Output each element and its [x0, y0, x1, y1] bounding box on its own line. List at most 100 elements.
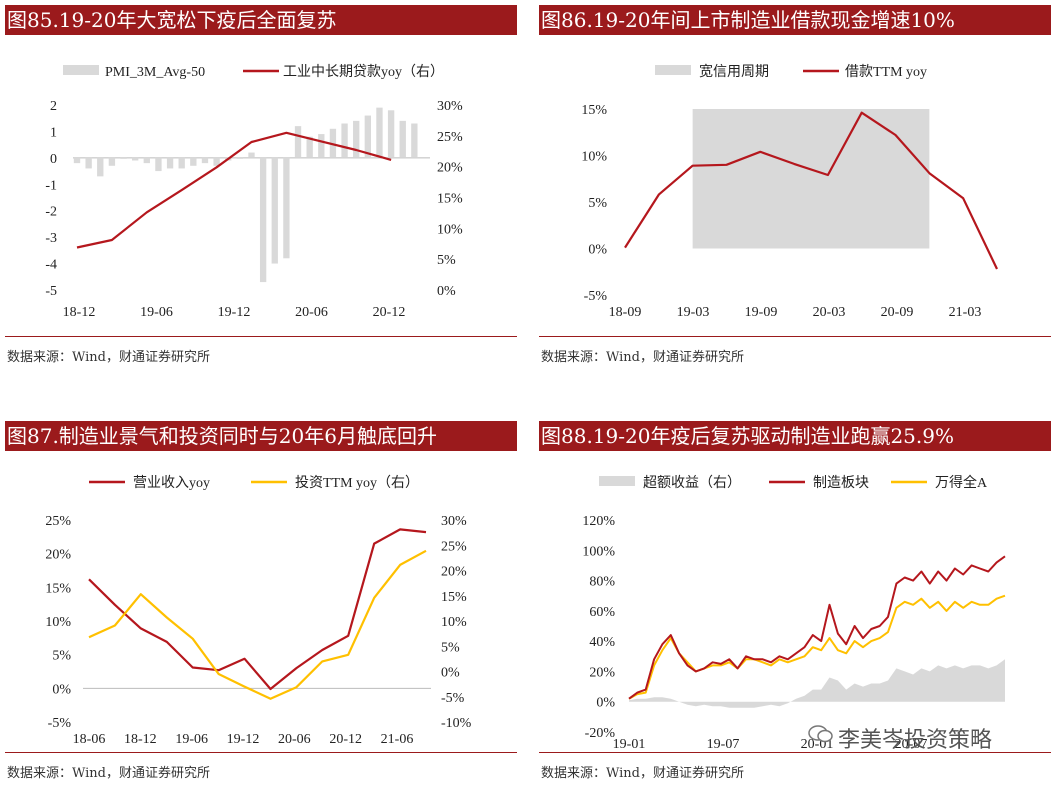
divider: [5, 752, 517, 753]
y-right-tick-label: 0%: [437, 284, 456, 299]
legend-label: 万得全A: [935, 474, 988, 491]
divider: [539, 336, 1051, 337]
y-left-tick-label: -5%: [48, 716, 72, 731]
y-right-tick-label: 0%: [441, 666, 460, 681]
chart-fig88: 超额收益（右） 制造板块 万得全A 120% 100% 80% 60% 40% 20% 0% -20…: [582, 474, 1006, 751]
chart-fig87: 营业收入yoy 投资TTM yoy（右） 25% 20% 15% 10% 5% 0% -5% 30…: [45, 475, 472, 747]
y-right-tick-label: 10%: [437, 222, 463, 237]
series-line: [88, 528, 427, 691]
y-tick-label: 0%: [596, 696, 615, 711]
x-tick-label: 20-07: [895, 737, 928, 751]
x-tick-label: 18-06: [73, 732, 106, 747]
source-note: 数据来源：Wind，财通证券研究所: [7, 766, 210, 781]
y-right-tick-label: -10%: [441, 716, 472, 731]
bar: [131, 157, 139, 161]
chart-fig86: 宽信用周期 借款TTM yoy 15% 10% 5% 0% -5%18-09 19-03 19-…: [581, 63, 998, 320]
x-tick-label: 20-12: [373, 305, 406, 320]
shade-credit-cycle: [692, 109, 930, 249]
y-tick-label: 10%: [581, 150, 607, 165]
y-right-tick-label: 30%: [441, 514, 467, 529]
y-right-tick-label: 15%: [441, 590, 467, 605]
x-tick-label: 19-06: [140, 305, 173, 320]
source-note: 数据来源：Wind，财通证券研究所: [7, 350, 210, 365]
bar: [166, 157, 174, 169]
source-note: 数据来源：Wind，财通证券研究所: [541, 766, 744, 781]
y-right-tick-label: 5%: [441, 640, 460, 655]
x-tick-label: 21-03: [949, 305, 982, 320]
y-tick-label: 80%: [589, 575, 615, 590]
bar: [213, 157, 220, 166]
x-tick-label: 20-03: [813, 305, 846, 320]
y-tick-label: 20%: [589, 665, 615, 680]
wechat-icon: [808, 725, 833, 743]
panel-fig88: 图88.19-20年疫后复苏驱动制造业跑赢25.9% 超额收益（右） 制造板块 万得…: [539, 421, 1051, 793]
legend-label: 借款TTM yoy: [845, 64, 927, 80]
y-tick-label: 60%: [589, 605, 615, 620]
y-right-tick-label: -5%: [441, 691, 465, 706]
y-tick-label: 40%: [589, 635, 615, 650]
bar: [108, 157, 116, 166]
x-tick-label: 20-06: [278, 732, 311, 747]
x-tick-label: 19-03: [677, 305, 710, 320]
panel-fig86: 图86.19-20年间上市制造业借款现金增速10% 宽信用周期 借款TTM yoy…: [539, 5, 1051, 377]
x-tick-label: 19-12: [218, 305, 251, 320]
series-line-borrowing: [624, 111, 998, 270]
source-note: 数据来源：Wind，财通证券研究所: [541, 350, 744, 365]
panel-title: 图87.制造业景气和投资同时与20年6月触底回升: [5, 421, 517, 451]
y-right-tick-label: 30%: [437, 99, 463, 114]
y-left-tick-label: -2: [45, 205, 57, 220]
series-line-wind-all-a: [628, 594, 1006, 700]
legend-label: PMI_3M_Avg-50: [105, 65, 205, 80]
x-tick-label: 20-06: [295, 305, 328, 320]
bar: [85, 157, 92, 169]
series-line-manufacturing: [628, 555, 1006, 700]
y-right-tick-label: 20%: [437, 161, 463, 176]
bar: [190, 157, 197, 166]
y-tick-label: 0%: [588, 243, 607, 258]
y-left-tick-label: -4: [45, 258, 57, 273]
y-tick-label: 15%: [581, 103, 607, 118]
bar: [411, 123, 418, 158]
legend-label: 制造板块: [813, 475, 869, 491]
y-left-tick-label: 10%: [45, 615, 71, 630]
x-tick-label: 20-12: [329, 732, 362, 747]
legend-swatch-shade: [655, 65, 691, 75]
legend-swatch-bar: [63, 65, 99, 75]
divider: [539, 752, 1051, 753]
y-left-tick-label: 5%: [52, 649, 71, 664]
y-right-tick-label: 25%: [437, 130, 463, 145]
bar: [364, 115, 372, 158]
x-tick-label: 19-06: [175, 732, 208, 747]
y-left-tick-label: -3: [45, 231, 57, 246]
bar: [259, 157, 267, 283]
y-tick-label: 5%: [588, 196, 607, 211]
x-tick-label: 18-12: [63, 305, 96, 320]
bar: [73, 157, 81, 164]
y-left-tick-label: 15%: [45, 581, 71, 596]
y-left-tick-label: 25%: [45, 514, 71, 529]
y-right-tick-label: 15%: [437, 192, 463, 207]
legend-swatch-excess: [599, 476, 635, 486]
x-tick-label: 19-01: [613, 737, 646, 751]
y-left-tick-label: 20%: [45, 548, 71, 563]
panel-title: 图86.19-20年间上市制造业借款现金增速10%: [539, 5, 1051, 35]
divider: [5, 336, 517, 337]
bar: [201, 157, 209, 164]
y-left-tick-label: -5: [45, 284, 57, 299]
y-right-tick-label: 10%: [441, 615, 467, 630]
bar: [143, 157, 150, 164]
panel-fig85: 图85.19-20年大宽松下疫后全面复苏 PMI_3M_Avg-50 工业中长期贷…: [5, 5, 517, 377]
bar: [97, 157, 104, 177]
bar: [318, 134, 325, 158]
x-tick-label: 18-12: [124, 732, 157, 747]
bar: [387, 110, 395, 158]
legend-label: 工业中长期贷款yoy（右）: [283, 64, 444, 80]
bar: [236, 157, 244, 159]
bar: [155, 157, 162, 172]
y-left-tick-label: 2: [50, 99, 57, 114]
bar: [120, 157, 127, 159]
series-line-loan-yoy: [76, 131, 392, 249]
y-tick-label: 120%: [582, 514, 615, 529]
y-left-tick-label: -1: [45, 178, 57, 193]
bar: [283, 157, 290, 259]
